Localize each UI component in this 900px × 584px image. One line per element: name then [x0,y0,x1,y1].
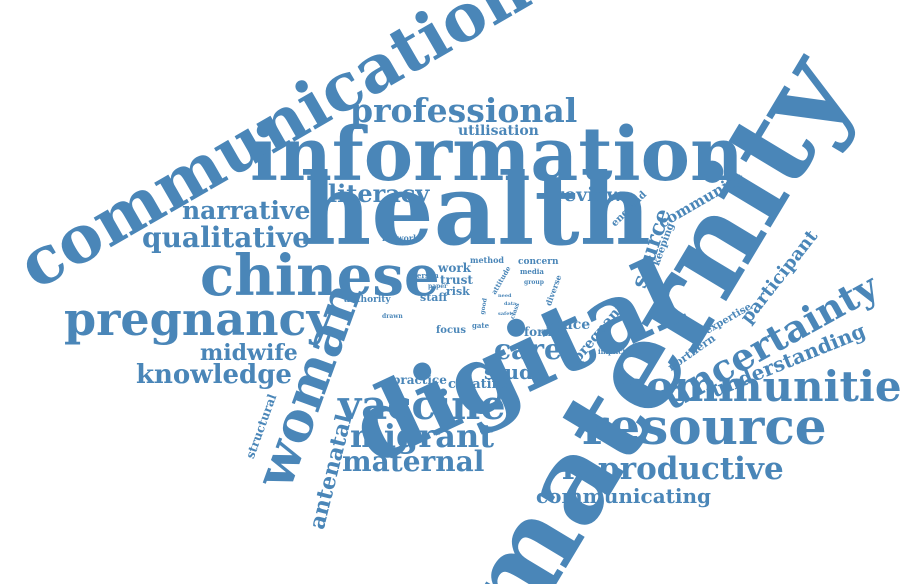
word-data: data [504,301,517,307]
word-communicating: communicating [536,484,712,508]
word-attitude: attitude [489,264,513,296]
word-focus: focus [436,325,466,336]
word-authority: authority [344,295,391,305]
word-qualitative: qualitative [142,221,311,254]
word-migrant: migrant [350,417,495,455]
word-person: person [412,271,439,280]
word-midwife: midwife [200,340,298,366]
word-group: group [524,279,544,286]
word-professional: professional [350,91,578,130]
word-curating: curating [448,377,511,392]
word-literacy: literacy [328,179,430,208]
word-concern: concern [518,257,559,267]
word-staff: staff [420,291,448,304]
word-knowledge: knowledge [136,360,292,390]
word-paper: paper [428,283,448,290]
word-network: network [382,233,419,243]
word-media: media [520,267,544,276]
word-reproductive: reproductive [562,451,784,487]
word-study: study [484,360,545,384]
word-method: method [470,255,504,265]
word-practice: practice [392,373,447,387]
word-implicit: implicit [598,347,629,356]
word-care: care [494,333,562,366]
word-need: need [498,293,512,299]
word-chinese: chinese [200,243,440,309]
word-resource: resource [582,397,827,456]
word-utilisation: utilisation [458,123,539,139]
word-trust: trust [440,273,473,287]
word-vaccine: vaccine [338,382,506,429]
word-review: review [554,184,623,206]
word-pregnancy: pregnancy [64,292,334,346]
word-gate: gate [472,321,490,330]
word-risk: risk [446,285,470,298]
word-drawn: drawn [382,313,403,320]
word-maternal: maternal [342,445,485,478]
word-space: space [546,317,591,333]
word-narrative: narrative [182,196,311,225]
word-form: form [524,325,557,339]
word-information: information [250,112,744,198]
word-health: health [300,153,651,268]
word-communities: communities [620,362,900,411]
word-safety: safety [498,311,515,317]
word-work: work [438,261,471,275]
